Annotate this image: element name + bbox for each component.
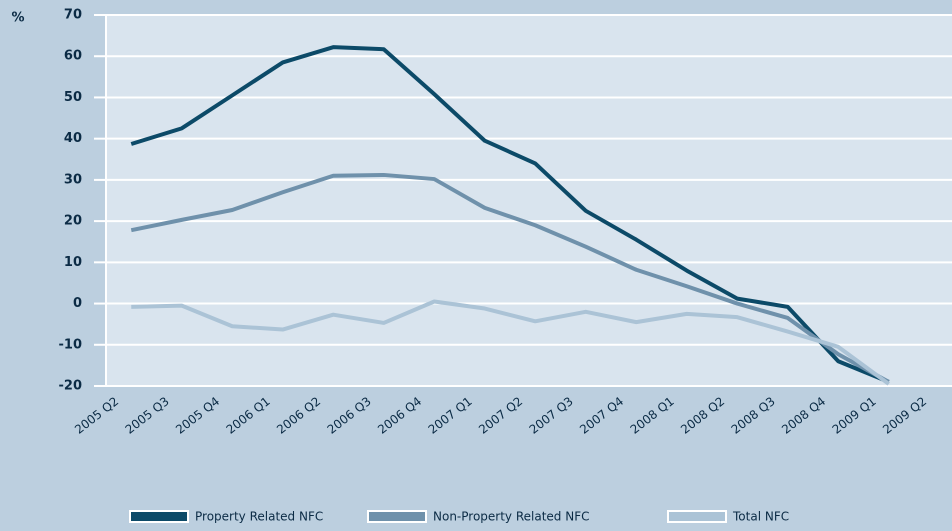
x-tick-label: 2009 Q2 — [880, 394, 929, 437]
x-tick-label: 2007 Q1 — [426, 394, 475, 437]
legend-swatch — [667, 510, 727, 523]
x-tick-label: 2005 Q3 — [123, 394, 172, 437]
y-tick-label: 0 — [73, 296, 82, 311]
y-tick-label: 20 — [64, 214, 82, 229]
y-tick-label: 10 — [64, 255, 82, 270]
x-tick-label: 2008 Q3 — [729, 394, 778, 437]
legend-label: Property Related NFC — [195, 510, 323, 524]
series-line — [130, 172, 890, 384]
x-tick-label: 2005 Q4 — [173, 394, 222, 437]
legend-label: Non-Property Related NFC — [433, 510, 590, 524]
y-axis-label: % — [11, 11, 24, 26]
x-tick-label: 2006 Q4 — [375, 394, 424, 437]
x-tick-label: 2008 Q4 — [779, 394, 828, 437]
y-tick-label: 70 — [64, 8, 82, 23]
x-tick-label: 2007 Q4 — [577, 394, 626, 437]
legend-swatch — [129, 510, 189, 523]
x-tick-label: 2008 Q2 — [678, 394, 727, 437]
plot-area — [106, 15, 952, 386]
legend-swatch — [367, 510, 427, 523]
y-tick-label: 30 — [64, 172, 82, 187]
x-tick-label: 2008 Q1 — [628, 394, 677, 437]
x-tick-label: 2006 Q3 — [325, 394, 374, 437]
x-tick-label: 2009 Q1 — [830, 394, 879, 437]
y-tick-label: -10 — [59, 337, 83, 352]
series-line — [131, 299, 890, 386]
y-tick-label: 40 — [64, 131, 82, 146]
x-tick-label: 2007 Q3 — [527, 394, 576, 437]
x-tick-label: 2006 Q1 — [224, 394, 273, 437]
x-tick-label: 2006 Q2 — [274, 394, 323, 437]
series-line — [130, 45, 890, 384]
x-tick-label: 2005 Q2 — [72, 394, 121, 437]
legend-label: Total NFC — [732, 510, 789, 524]
x-tick-label: 2007 Q2 — [476, 394, 525, 437]
y-tick-label: -20 — [59, 379, 83, 394]
y-tick-label: 60 — [64, 49, 82, 64]
y-tick-label: 50 — [64, 90, 82, 105]
